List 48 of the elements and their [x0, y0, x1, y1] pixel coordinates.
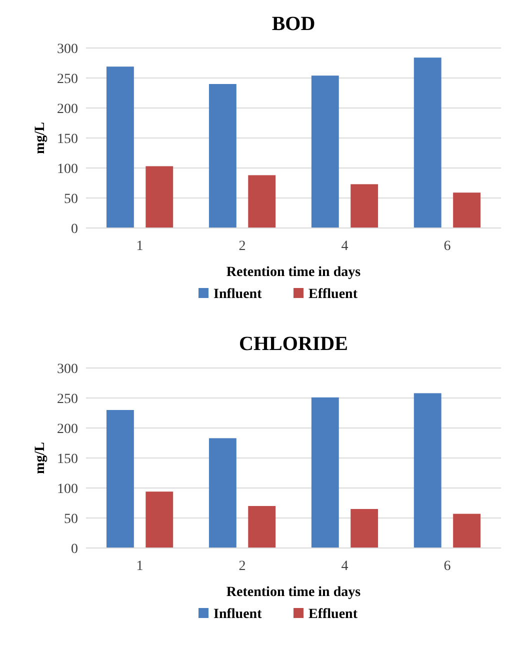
- bar: [248, 175, 276, 228]
- bar: [414, 58, 442, 228]
- x-tick-label: 1: [136, 239, 144, 254]
- y-tick-label: 300: [57, 362, 78, 377]
- legend-label: Influent: [214, 607, 262, 622]
- x-tick-label: 2: [238, 559, 246, 574]
- y-tick-label: 100: [57, 162, 78, 177]
- bar: [350, 509, 378, 548]
- bar: [350, 184, 378, 228]
- bar: [311, 397, 339, 548]
- bar: [208, 84, 236, 228]
- bar: [106, 410, 134, 548]
- chart-title: CHLORIDE: [239, 333, 348, 355]
- x-tick-label: 4: [341, 239, 348, 254]
- x-tick-label: 6: [444, 239, 451, 254]
- bar: [453, 514, 481, 548]
- y-tick-label: 50: [64, 192, 78, 207]
- y-tick-label: 0: [71, 222, 78, 237]
- bar: [311, 76, 339, 228]
- x-tick-label: 6: [444, 559, 451, 574]
- bar: [414, 393, 442, 548]
- x-axis-title: Retention time in days: [226, 585, 362, 600]
- y-tick-label: 150: [57, 452, 78, 467]
- bar: [248, 506, 276, 548]
- chart-title: BOD: [272, 13, 316, 35]
- y-tick-label: 200: [57, 102, 78, 117]
- legend-label: Effluent: [308, 287, 358, 302]
- y-axis-title: mg/L: [33, 442, 48, 474]
- legend-label: Influent: [214, 287, 262, 302]
- x-tick-label: 2: [238, 239, 246, 254]
- y-tick-label: 100: [57, 482, 78, 497]
- bar: [453, 192, 481, 228]
- legend-label: Effluent: [308, 607, 358, 622]
- y-tick-label: 50: [64, 512, 78, 527]
- x-tick-label: 1: [136, 559, 144, 574]
- bar: [146, 166, 174, 228]
- bar: [208, 438, 236, 548]
- bar: [146, 492, 174, 548]
- y-tick-label: 250: [57, 72, 78, 87]
- y-tick-label: 200: [57, 422, 78, 437]
- x-axis-title: Retention time in days: [226, 265, 362, 280]
- x-tick-label: 4: [341, 559, 348, 574]
- y-axis-title: mg/L: [33, 122, 48, 154]
- y-tick-label: 150: [57, 132, 78, 147]
- bar: [106, 66, 134, 228]
- y-tick-label: 300: [57, 42, 78, 57]
- y-tick-label: 250: [57, 392, 78, 407]
- y-tick-label: 0: [71, 542, 78, 557]
